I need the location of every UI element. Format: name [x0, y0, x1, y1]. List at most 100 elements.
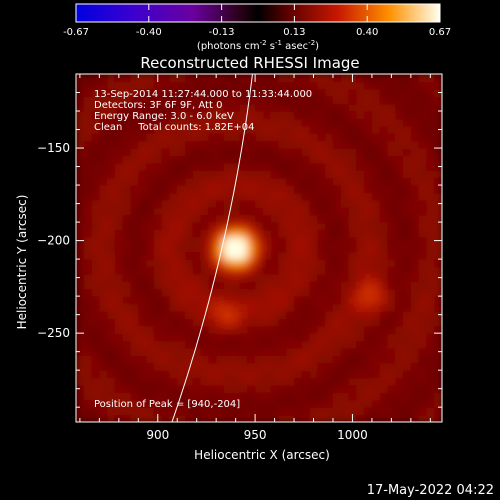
plot-frame [75, 73, 443, 423]
heatmap-cell [247, 251, 256, 260]
heatmap-cell [395, 103, 404, 112]
heatmap-cell [177, 384, 186, 393]
heatmap-cell [114, 185, 124, 194]
heatmap-cell [76, 148, 85, 157]
heatmap-cell [278, 281, 287, 290]
heatmap-cell [418, 407, 428, 416]
heatmap-cell [114, 310, 124, 319]
heatmap-cell [255, 214, 264, 223]
heatmap-cell [418, 318, 428, 327]
heatmap-cell [185, 140, 194, 149]
heatmap-cell [270, 192, 280, 201]
heatmap-cell [107, 185, 116, 194]
heatmap-cell [200, 214, 209, 223]
heatmap-cell [153, 355, 163, 364]
heatmap-cell [294, 303, 303, 312]
heatmap-cell [403, 192, 412, 201]
heatmap-cell [387, 288, 396, 297]
heatmap-cell [107, 170, 116, 179]
heatmap-cell [418, 170, 428, 179]
heatmap-cell [99, 414, 108, 422]
heatmap-cell [185, 118, 194, 127]
heatmap-cell [255, 384, 264, 393]
heatmap-cell [138, 251, 147, 260]
heatmap-cell [99, 377, 108, 386]
heatmap-cell [223, 140, 233, 149]
heatmap-cell [371, 333, 381, 342]
heatmap-cell [387, 133, 396, 142]
heatmap-cell [348, 266, 357, 275]
heatmap-cell [122, 392, 132, 401]
heatmap-cell [262, 392, 272, 401]
heatmap-cell [114, 96, 124, 105]
heatmap-cell [332, 244, 342, 253]
heatmap-cell [270, 177, 280, 186]
heatmap-cell [395, 281, 404, 290]
heatmap-cell [332, 177, 342, 186]
heatmap-cell [76, 273, 85, 282]
heatmap-cell [99, 118, 108, 127]
heatmap-cell [262, 377, 272, 386]
heatmap-cell [177, 251, 186, 260]
heatmap-cell [309, 370, 319, 379]
heatmap-cell [278, 162, 287, 171]
heatmap-cell [192, 125, 202, 134]
heatmap-cell [340, 133, 350, 142]
heatmap-cell [356, 407, 365, 416]
heatmap-cell [255, 162, 264, 171]
heatmap-cell [91, 266, 100, 275]
heatmap-cell [208, 392, 217, 401]
heatmap-cell [418, 88, 428, 97]
heatmap-cell [91, 81, 100, 90]
heatmap-cell [340, 111, 350, 120]
heatmap-cell [223, 229, 233, 238]
heatmap-cell [348, 118, 357, 127]
heatmap-cell [332, 125, 342, 134]
heatmap-cell [76, 318, 85, 327]
heatmap-cell [169, 162, 178, 171]
heatmap-cell [340, 347, 350, 356]
heatmap-cell [294, 214, 303, 223]
heatmap-cell [76, 96, 85, 105]
heatmap-cell [153, 296, 163, 305]
heatmap-cell [340, 74, 350, 83]
heatmap-cell [177, 414, 186, 422]
heatmap-cell [418, 414, 428, 422]
heatmap-cell [247, 140, 256, 149]
heatmap-cell [208, 222, 217, 231]
heatmap-cell [395, 392, 404, 401]
heatmap-cell [270, 347, 280, 356]
heatmap-cell [200, 207, 209, 216]
heatmap-cell [325, 177, 334, 186]
heatmap-cell [161, 414, 171, 422]
heatmap-cell [426, 288, 435, 297]
heatmap-cell [216, 74, 225, 83]
heatmap-cell [332, 155, 342, 164]
heatmap-cell [325, 414, 334, 422]
heatmap-cell [387, 222, 396, 231]
heatmap-cell [185, 273, 194, 282]
heatmap-cell [161, 303, 171, 312]
heatmap-cell [371, 177, 381, 186]
heatmap-cell [426, 162, 435, 171]
heatmap-cell [278, 377, 287, 386]
heatmap-cell [278, 303, 287, 312]
heatmap-cell [177, 355, 186, 364]
heatmap-cell [348, 207, 357, 216]
heatmap-cell [317, 111, 326, 120]
heatmap-cell [161, 192, 171, 201]
heatmap-cell [83, 244, 93, 253]
heatmap-cell [185, 355, 194, 364]
heatmap-cell [325, 74, 334, 83]
heatmap-cell [223, 96, 233, 105]
heatmap-cell [200, 148, 209, 157]
heatmap-cell [200, 273, 209, 282]
heatmap-cell [325, 259, 334, 268]
heatmap-cell [99, 207, 108, 216]
heatmap-cell [348, 318, 357, 327]
heatmap-cell [130, 133, 139, 142]
heatmap-cell [231, 340, 241, 349]
heatmap-cell [107, 303, 116, 312]
heatmap-cell [379, 399, 389, 408]
heatmap-cell [286, 377, 295, 386]
